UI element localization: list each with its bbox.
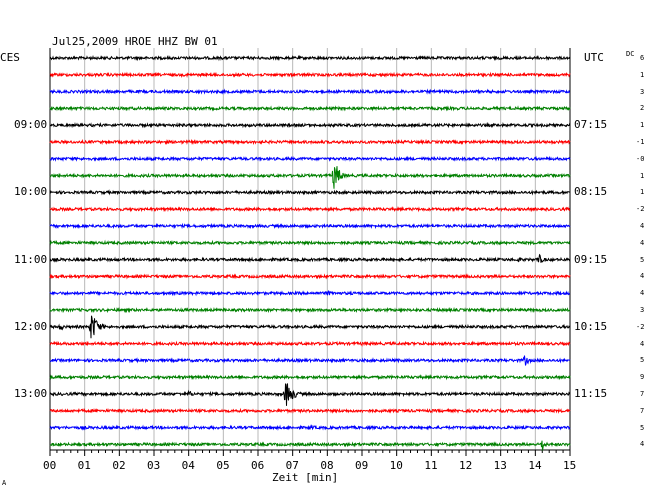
x-tick-label: 05 (216, 459, 230, 472)
x-tick-label: 07 (285, 459, 299, 472)
dc-value: 4 (640, 339, 645, 348)
seismic-trace (49, 407, 571, 414)
dc-value: 5 (640, 423, 645, 432)
dc-value: 7 (640, 390, 645, 398)
x-tick-label: 08 (320, 459, 334, 472)
x-tick-label: 09 (355, 459, 369, 472)
dc-value: 6 (640, 54, 645, 62)
dc-value: 4 (640, 222, 645, 230)
left-time-label: 09:00 (14, 118, 48, 132)
left-time-label: 12:00 (14, 319, 48, 333)
dc-value: 4 (640, 272, 645, 281)
seismic-trace (49, 440, 571, 451)
dc-value: 3 (640, 306, 645, 314)
dc-value: -0 (636, 154, 645, 163)
dc-value: 5 (640, 255, 645, 264)
seismic-trace (49, 306, 571, 314)
x-tick-label: 06 (251, 459, 265, 472)
dc-value: -1 (636, 138, 645, 146)
dc-value: 5 (640, 356, 645, 365)
left-time-label: 11:00 (14, 252, 48, 266)
x-tick-label: 04 (181, 459, 195, 472)
seismic-trace (49, 383, 571, 406)
dc-value: 1 (640, 188, 645, 197)
dc-value: 4 (640, 440, 645, 449)
right-time-label: 07:15 (574, 118, 608, 132)
x-tick-label: 15 (563, 459, 577, 472)
seismic-trace (49, 121, 571, 129)
seismic-trace (49, 273, 571, 280)
seismic-trace (49, 155, 571, 162)
seismic-trace (49, 88, 571, 95)
left-timezone-label: CES (0, 51, 20, 64)
seismic-trace (49, 340, 571, 347)
dc-value: 7 (640, 406, 645, 415)
x-tick-label: 02 (112, 459, 126, 472)
left-time-label: 13:00 (14, 387, 48, 400)
right-time-label: 11:15 (574, 387, 608, 400)
right-time-label: 08:15 (574, 185, 608, 199)
seismic-trace (49, 355, 571, 366)
seismic-trace (49, 290, 571, 297)
x-tick-label: 03 (147, 459, 161, 472)
footnote-mark: A (2, 479, 7, 487)
right-time-label: 10:15 (574, 319, 608, 333)
seismic-trace (49, 54, 571, 62)
x-tick-label: 01 (77, 459, 91, 472)
dc-value: 4 (640, 238, 645, 247)
seismic-trace (49, 138, 571, 146)
x-tick-label: 11 (424, 459, 438, 472)
dc-value: 1 (640, 121, 645, 130)
x-tick-label: 10 (389, 459, 403, 472)
dc-value: 1 (640, 171, 645, 180)
seismic-trace (49, 166, 571, 189)
dc-value: 3 (640, 87, 645, 96)
seismic-trace (49, 315, 571, 339)
x-axis-label: Zeit [min] (272, 471, 339, 484)
seismic-trace (49, 222, 571, 230)
dc-value: 9 (640, 373, 645, 382)
seismic-trace (49, 71, 571, 79)
dc-value: 2 (640, 104, 645, 113)
dc-value: -2 (636, 205, 645, 214)
dc-value: -2 (636, 322, 645, 331)
x-tick-label: 12 (459, 459, 473, 472)
seismic-trace (49, 239, 571, 246)
left-time-label: 10:00 (14, 185, 48, 199)
seismic-trace (49, 105, 571, 112)
right-timezone-label: UTC (584, 51, 604, 64)
plot-title: Jul25,2009 HROE HHZ BW 01 (52, 35, 218, 48)
x-tick-label: 13 (493, 459, 507, 472)
x-tick-label: 00 (43, 459, 57, 472)
seismic-trace (49, 205, 571, 213)
x-tick-label: 14 (528, 459, 542, 472)
dc-value: 1 (640, 70, 645, 79)
seismic-trace (49, 189, 571, 196)
dc-value: 4 (640, 289, 645, 298)
seismic-trace (49, 373, 571, 381)
seismic-trace (49, 423, 571, 431)
right-time-label: 09:15 (574, 252, 608, 266)
seismic-trace (49, 253, 571, 263)
dc-label: DC (626, 50, 635, 58)
